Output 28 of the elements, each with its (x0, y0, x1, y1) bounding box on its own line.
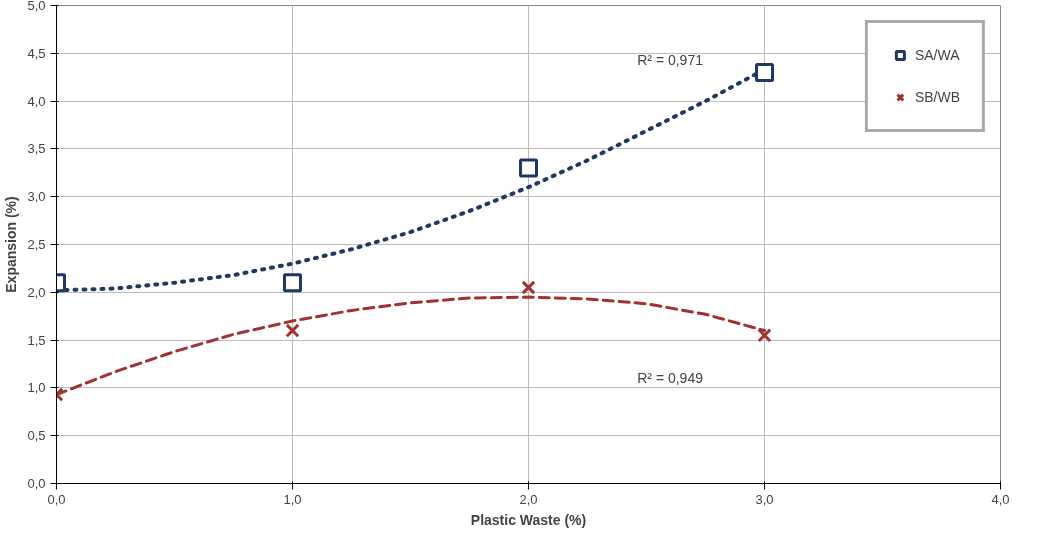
point (283, 273, 302, 293)
x-tick-label: 4,0 (991, 491, 1010, 507)
y-tick-label: 1,5 (27, 332, 46, 348)
legend-label: SB/WB (914, 89, 960, 105)
y-tick-label: 4,5 (27, 45, 46, 61)
y-tick-label: 3,0 (27, 189, 46, 205)
legend-label: SA/WA (914, 47, 960, 63)
point (285, 323, 300, 338)
y-tick-label: 0,5 (27, 428, 46, 444)
y-tick-label: 0,0 (27, 476, 46, 491)
y-tick-label: 1,0 (27, 380, 46, 396)
x-tick-label: 3,0 (755, 491, 774, 507)
x-tick-label: 2,0 (519, 491, 538, 507)
y-axis-title: Expansion (%) (3, 196, 20, 293)
y-tick-label: 3,5 (27, 141, 46, 157)
y-tick-label: 4,0 (27, 93, 46, 109)
y-tick-label: 2,5 (27, 237, 46, 252)
y-tick-label: 2,0 (27, 284, 46, 300)
point (521, 280, 536, 295)
annotation: R² = 0,949 (637, 370, 704, 387)
annotation: R² = 0,971 (637, 51, 704, 68)
y-tick-label: 5,0 (27, 0, 46, 13)
x-axis-title: Plastic Waste (%) (470, 511, 587, 528)
x-tick-label: 1,0 (283, 491, 302, 507)
point (519, 158, 538, 178)
x-tick-label: 0,0 (47, 491, 66, 507)
point (757, 328, 772, 343)
point (755, 62, 774, 82)
